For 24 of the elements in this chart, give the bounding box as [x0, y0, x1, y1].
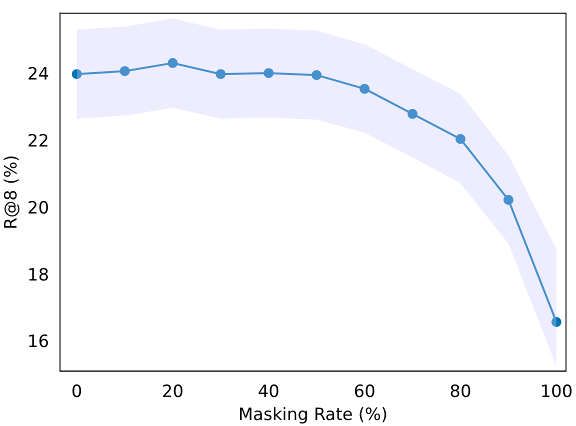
x-tick-label: 20	[162, 382, 184, 402]
point	[312, 70, 322, 80]
x-tick-label: 80	[450, 382, 472, 402]
point	[120, 66, 130, 76]
point	[360, 84, 370, 94]
x-tick-label: 40	[258, 382, 280, 402]
y-tick-label: 24	[27, 64, 50, 85]
y-tick-label: 20	[27, 198, 50, 218]
point	[72, 69, 82, 80]
y-axis-title: R@8 (%)	[2, 154, 22, 230]
y-tick-label: 22	[27, 131, 50, 152]
point	[503, 194, 514, 205]
point	[216, 69, 226, 80]
point	[551, 317, 562, 328]
point	[408, 108, 418, 119]
x-tick-label: 60	[354, 382, 376, 402]
x-tick-label: 100	[540, 382, 573, 402]
point	[455, 134, 466, 144]
y-tick-label: 18	[27, 265, 50, 286]
point	[264, 68, 274, 78]
y-tick-label: 16	[27, 332, 50, 352]
x-axis-title: Masking Rate (%)	[238, 405, 388, 426]
point	[168, 58, 178, 68]
x-tick-label: 0	[71, 382, 82, 402]
